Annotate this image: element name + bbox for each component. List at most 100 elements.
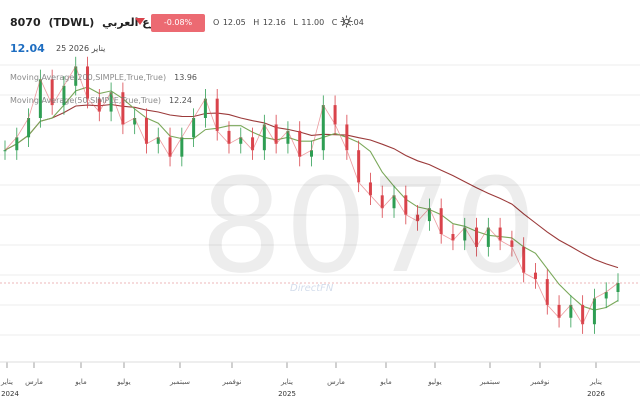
- price-candle-body: [298, 130, 302, 157]
- high-value: 12.16: [262, 18, 286, 27]
- x-tick-label: مايو: [74, 378, 87, 386]
- price-candle-body: [180, 137, 184, 157]
- price-candle-body: [616, 282, 620, 292]
- price-candle-body: [3, 150, 7, 152]
- price-candle-body: [345, 124, 349, 151]
- open-label: O: [213, 18, 220, 27]
- price-candle-body: [557, 304, 561, 318]
- price-candle-body: [427, 208, 431, 222]
- price-candle-body: [545, 279, 549, 305]
- down-arrow-icon: [135, 18, 145, 25]
- price-candle-body: [581, 304, 585, 325]
- price-candle-body: [522, 246, 526, 273]
- x-tick-label: مايو: [379, 378, 392, 386]
- price-candle-body: [109, 92, 113, 112]
- low-label: L: [293, 18, 298, 27]
- x-year-label: 2026: [587, 390, 605, 398]
- x-tick-label: مارس: [25, 378, 43, 386]
- indicator-ma50-value: 12.24: [169, 96, 192, 105]
- chart-grid: [0, 64, 640, 336]
- x-tick-label: سبتمبر: [169, 378, 190, 386]
- close-value: 12.04: [340, 18, 364, 27]
- price-candle-body: [368, 182, 372, 196]
- x-tick-label: نوفمبر: [530, 378, 550, 386]
- x-axis: يناير مارس مايو يوليو سبتمبر نوفمبر يناير مارس م…: [0, 361, 640, 398]
- instrument-title[interactable]: 8070 (TDWL) الدرع العربي: [10, 16, 170, 29]
- price-line: [4, 65, 619, 326]
- price-candle-body: [392, 195, 396, 209]
- price-candle-body: [215, 98, 219, 131]
- price-candle-body: [310, 150, 313, 157]
- price-candle-body: [262, 124, 266, 151]
- chart-header: 8070 (TDWL) الدرع العربي -0.08%(-0.01) O…: [0, 0, 640, 60]
- x-tick-label: مارس: [327, 378, 345, 386]
- price-candle-body: [486, 227, 490, 247]
- x-tick-label: يناير: [0, 378, 13, 386]
- price-candle-body: [274, 124, 278, 144]
- price-candle-body: [475, 227, 479, 247]
- price-candle-body: [404, 195, 408, 215]
- price-candle-body: [251, 137, 255, 151]
- price-candle-body: [357, 150, 361, 183]
- x-tick-label: يوليو: [116, 378, 130, 386]
- x-tick-label: يناير: [589, 378, 602, 386]
- x-tick-label: نوفمبر: [222, 378, 242, 386]
- x-tick-label: يوليو: [427, 378, 441, 386]
- price-candle-body: [62, 85, 66, 106]
- low-value: 11.00: [301, 18, 325, 27]
- price-candle-body: [156, 137, 160, 144]
- price-candle-body: [604, 292, 608, 299]
- indicator-ma200-value: 13.96: [174, 73, 198, 82]
- indicator-ma50[interactable]: Moving Average(50,SIMPLE,True,True) 12.24: [10, 96, 192, 105]
- brand-watermark: DirectFN: [290, 283, 334, 294]
- price-candle-body: [451, 234, 455, 241]
- price-candle-body: [333, 105, 337, 125]
- last-price: 12.04: [10, 42, 45, 55]
- price-candle-body: [286, 130, 290, 144]
- ohlc-readout: O 12.05 H 12.16 L 11.00 C 12.04: [213, 18, 369, 27]
- close-label: C: [331, 18, 338, 27]
- price-candle-body: [439, 208, 443, 234]
- price-candle-body: [38, 79, 42, 118]
- price-candle-body: [321, 105, 325, 151]
- price-candle-body: [569, 304, 573, 318]
- x-year-label: 2025: [278, 390, 296, 398]
- indicator-ma200-label: Moving Average(200,SIMPLE,True,True): [10, 73, 167, 82]
- price-candle-body: [121, 92, 125, 125]
- price-candle-body: [27, 118, 31, 138]
- x-tick-label: سبتمبر: [479, 378, 500, 386]
- price-candle-body: [416, 214, 420, 222]
- price-candle-body: [97, 98, 101, 112]
- price-candle-body: [463, 227, 467, 241]
- price-candle-body: [380, 195, 384, 209]
- price-candle-body: [203, 98, 207, 118]
- price-candle-body: [168, 137, 172, 157]
- price-candle-body: [498, 227, 502, 241]
- x-tick-label: يناير: [280, 378, 293, 386]
- gear-icon[interactable]: [340, 15, 353, 28]
- price-candle-body: [533, 272, 537, 280]
- price-candle-body: [133, 118, 137, 125]
- indicator-ma200[interactable]: Moving Average(200,SIMPLE,True,True) 13.9…: [10, 73, 197, 82]
- last-date: 25 يناير 2026: [56, 44, 106, 53]
- price-series: [3, 56, 620, 334]
- change-badge: -0.08%(-0.01): [151, 14, 205, 45]
- price-candle-body: [239, 137, 243, 144]
- price-candle-body: [510, 240, 514, 247]
- price-candle-body: [86, 66, 90, 99]
- ticker-code: (TDWL): [48, 16, 95, 29]
- price-candle-body: [15, 137, 19, 151]
- price-candle-body: [144, 118, 148, 144]
- price-candle-body: [592, 298, 596, 325]
- x-year-label: 2024: [1, 390, 19, 398]
- high-label: H: [253, 18, 260, 27]
- price-candle-body: [50, 79, 54, 106]
- price-candle-body: [74, 66, 78, 86]
- open-value: 12.05: [222, 18, 246, 27]
- indicator-ma50-label: Moving Average(50,SIMPLE,True,True): [10, 96, 162, 105]
- symbol-watermark: 8070: [200, 150, 539, 302]
- ma200-line: [4, 103, 619, 269]
- price-candle-body: [227, 130, 231, 144]
- ma200-series: [4, 103, 619, 269]
